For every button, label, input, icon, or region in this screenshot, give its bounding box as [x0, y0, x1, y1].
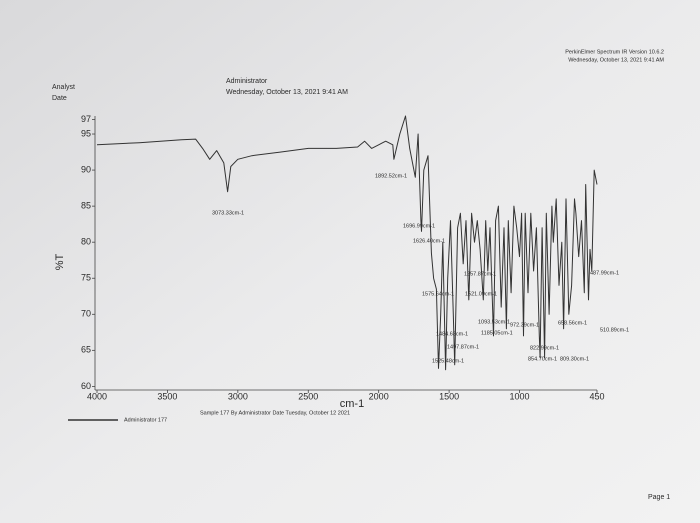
y-tick-label: 97 [81, 114, 91, 124]
peak-label: 972.39cm-1 [510, 322, 539, 328]
y-tick-label: 65 [81, 345, 91, 355]
y-tick-label: 75 [81, 273, 91, 283]
peak-label: 658.56cm-1 [558, 320, 587, 326]
x-tick-label: 3000 [228, 391, 248, 401]
x-tick-label: 2500 [298, 391, 318, 401]
y-tick-label: 90 [81, 164, 91, 174]
peak-label: 1497.87cm-1 [447, 344, 479, 350]
user: Administrator [226, 78, 268, 85]
sample-info: Sample 177 By Administrator Date Tuesday… [200, 410, 350, 416]
peak-label: 822.99cm-1 [530, 345, 559, 351]
y-tick-label: 95 [81, 128, 91, 138]
peak-label: 510.89cm-1 [600, 327, 629, 333]
peak-label: 1892.52cm-1 [375, 173, 407, 179]
peak-label: 1575.64cm-1 [422, 291, 454, 297]
x-tick-label: 3500 [157, 391, 177, 401]
peak-label: 1257.87cm-1 [464, 271, 496, 277]
spectrum-line [96, 115, 598, 371]
peak-label: 1185.05cm-1 [481, 330, 513, 336]
software: PerkinElmer Spectrum IR Version 10.6.2 [565, 49, 664, 55]
peak-label: 1521.09cm-1 [465, 291, 497, 297]
peak-label: 809.30cm-1 [560, 356, 589, 362]
x-tick-label: 2000 [369, 391, 389, 401]
peak-label: 1626.40cm-1 [413, 238, 445, 244]
x-axis-label: cm-1 [340, 398, 364, 410]
x-tick-label: 1500 [439, 391, 459, 401]
y-tick-label: 80 [81, 237, 91, 247]
analyst: Analyst [52, 84, 75, 91]
peak-label: 3073.33cm-1 [212, 210, 244, 216]
y-axis-label: %T [54, 253, 66, 270]
peak-label: 1696.99cm-1 [403, 223, 435, 229]
x-tick-label: 4000 [87, 391, 107, 401]
y-tick-label: 70 [81, 309, 91, 319]
legend-entry: Administrator 177 [124, 417, 167, 423]
peak-label: 487.99cm-1 [590, 270, 619, 276]
date: Date [52, 95, 67, 102]
peak-label: 1093.53cm-1 [478, 319, 510, 325]
peak-label: 1484.63cm-1 [436, 331, 468, 337]
timestamp: Wednesday, October 13, 2021 9:41 AM [226, 89, 348, 96]
y-tick-label: 85 [81, 201, 91, 211]
peak-label: 854.70cm-1 [528, 356, 557, 362]
x-tick-label: 450 [589, 391, 604, 401]
x-tick-label: 1000 [510, 391, 530, 401]
page-number: Page 1 [648, 494, 670, 501]
y-tick-label: 60 [81, 381, 91, 391]
peak-label: 1525.48cm-1 [432, 358, 464, 364]
software-date: Wednesday, October 13, 2021 9:41 AM [568, 57, 664, 63]
